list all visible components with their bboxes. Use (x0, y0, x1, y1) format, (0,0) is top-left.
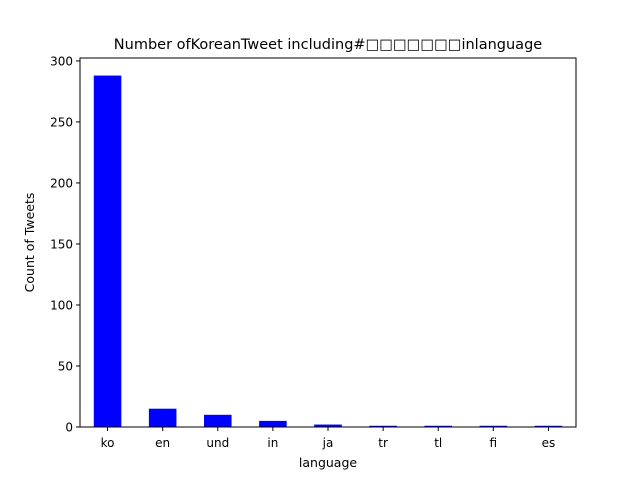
y-ticks-group: 0 50 100 150 200 250 300 (50, 54, 80, 435)
x-tick-label: tr (378, 436, 388, 450)
y-tick-label: 250 (50, 115, 73, 129)
bar-tr (369, 425, 397, 427)
y-tick-label: 100 (50, 298, 73, 312)
y-tick-label: 50 (58, 359, 73, 373)
bar-ko (93, 75, 122, 428)
y-tick-label: 200 (50, 176, 73, 190)
bars-group (93, 75, 563, 428)
y-tick-label: 150 (50, 237, 73, 251)
bar-es (534, 425, 563, 427)
bar-fi (479, 425, 508, 427)
bar-tl (424, 425, 452, 427)
plot-frame (79, 57, 577, 428)
bar-ja (314, 424, 342, 427)
x-tick-label: en (155, 436, 170, 450)
x-tick-label: in (267, 436, 278, 450)
x-tick-label: und (206, 436, 229, 450)
x-ticks-group: ko en und in ja tr tl fi es (101, 427, 556, 450)
x-tick-label: ja (322, 436, 334, 450)
bar-und (204, 414, 232, 427)
y-tick-label: 300 (50, 54, 73, 68)
x-tick-label: fi (490, 436, 498, 450)
x-tick-label: ko (101, 436, 115, 450)
chart-title: Number ofKoreanTweet including#□□□□□□□in… (114, 37, 542, 53)
bar-en (148, 408, 177, 427)
x-axis-label: language (299, 455, 358, 470)
x-tick-label: es (542, 436, 556, 450)
y-tick-label: 0 (65, 421, 73, 435)
x-tick-label: tl (434, 436, 442, 450)
bar-in (259, 420, 287, 427)
y-axis-label: Count of Tweets (22, 193, 37, 293)
